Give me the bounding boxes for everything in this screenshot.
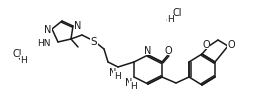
Text: Cl: Cl: [172, 8, 181, 18]
Text: HN: HN: [38, 39, 51, 48]
Text: H: H: [130, 82, 136, 91]
Text: S: S: [91, 37, 97, 47]
Text: H: H: [167, 15, 174, 24]
Text: H: H: [114, 72, 120, 81]
Text: O: O: [164, 46, 172, 56]
Text: Cl: Cl: [12, 49, 22, 58]
Text: N: N: [125, 77, 133, 87]
Text: O: O: [202, 40, 210, 50]
Text: H: H: [20, 56, 27, 65]
Text: N: N: [44, 25, 52, 35]
Text: N: N: [74, 21, 82, 31]
Text: N: N: [144, 46, 152, 56]
Text: N: N: [109, 67, 117, 77]
Text: O: O: [227, 40, 235, 50]
